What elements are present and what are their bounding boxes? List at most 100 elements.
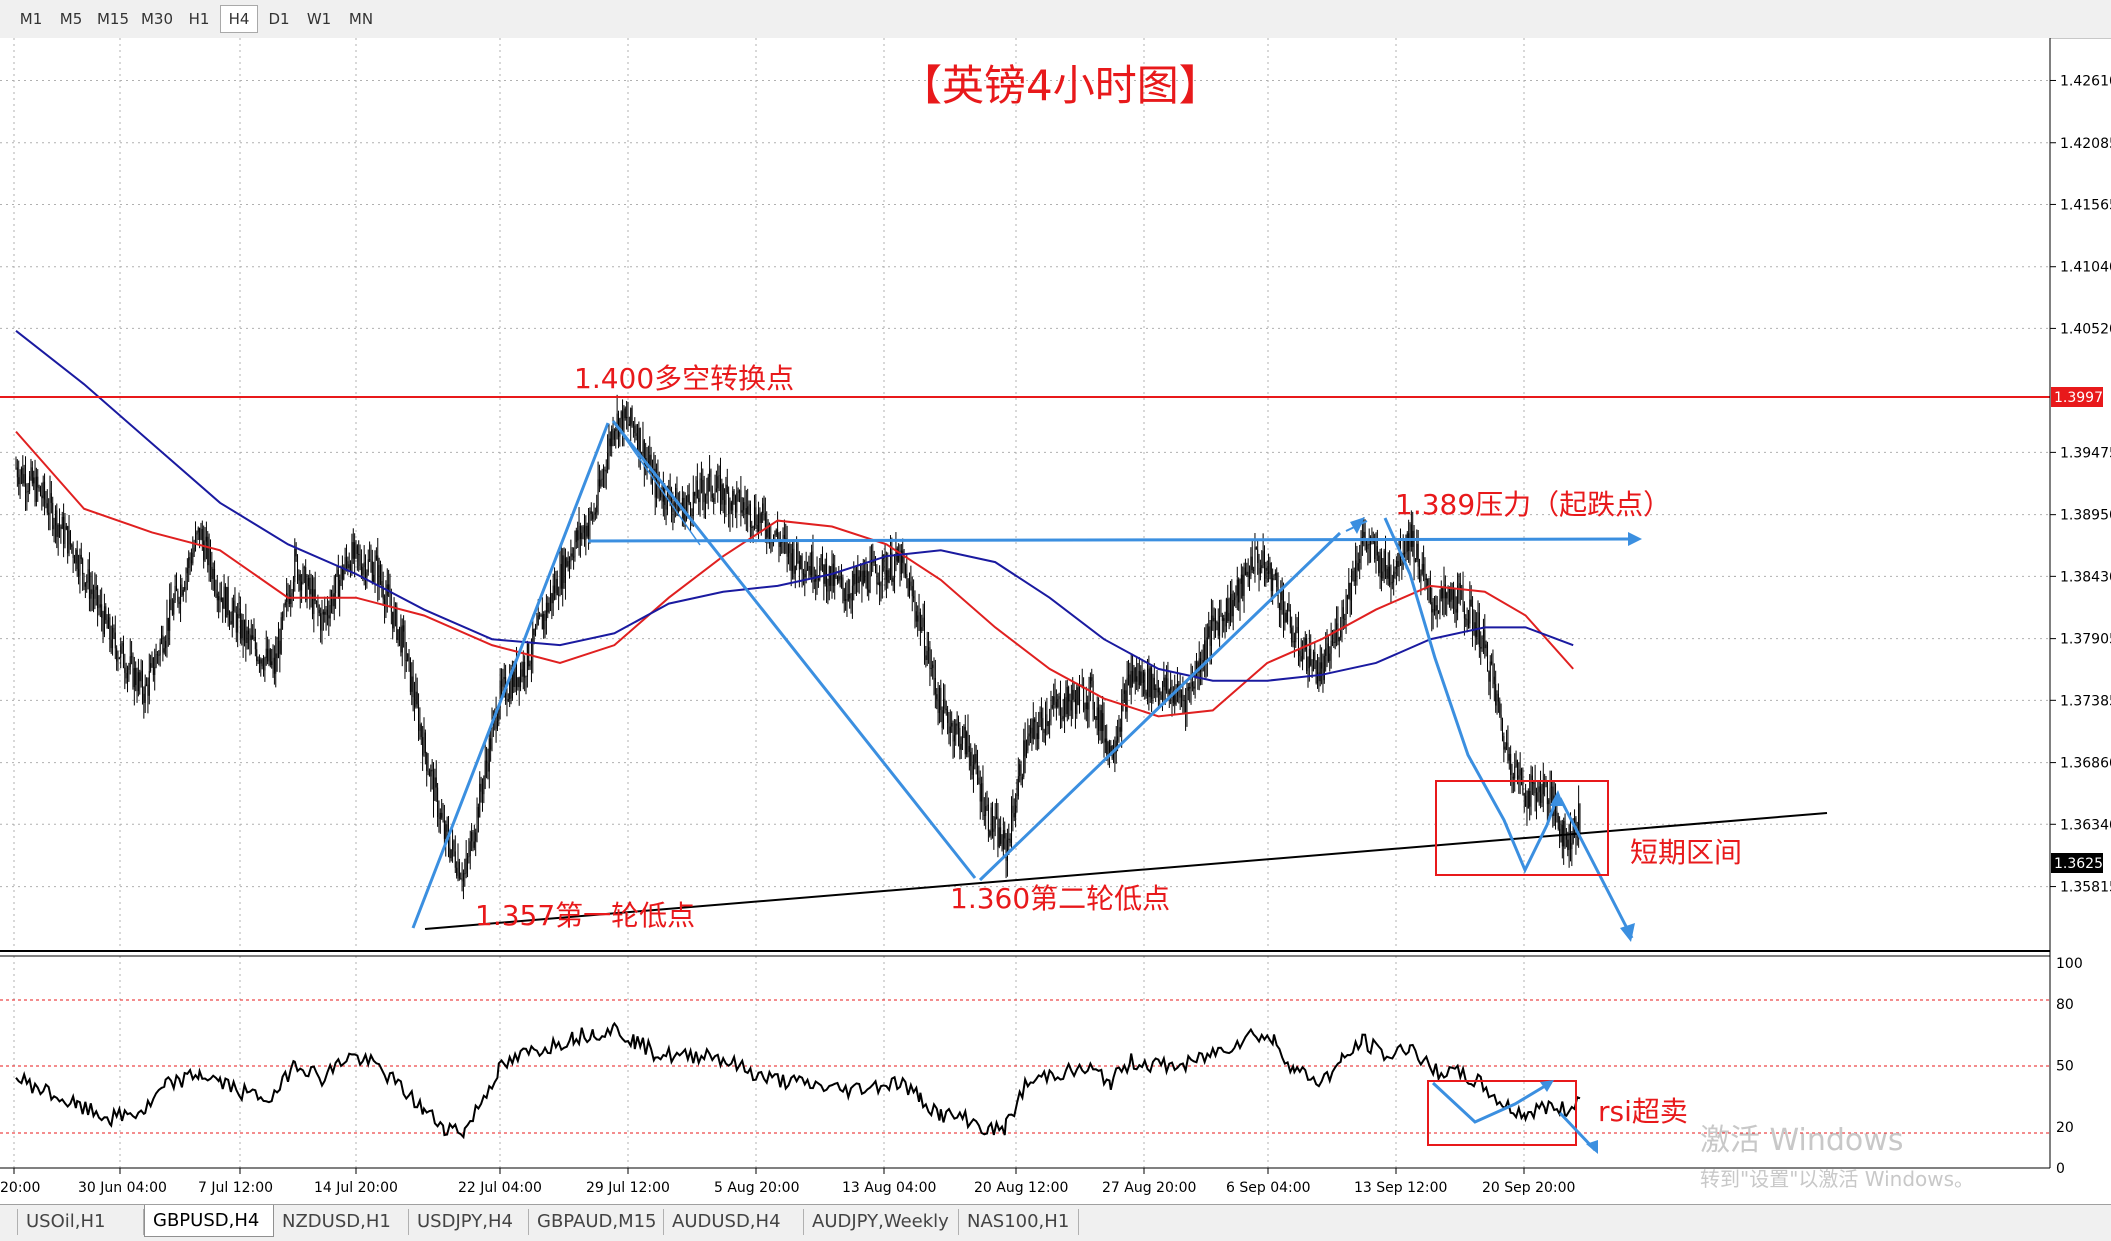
candle-body <box>866 570 868 590</box>
rsi-line <box>15 1021 1581 1140</box>
candle-body <box>774 534 776 536</box>
tab-usdjpy-h4[interactable]: USDJPY,H4 <box>409 1209 529 1235</box>
candle-body <box>851 585 853 601</box>
candle-body <box>1311 665 1313 672</box>
candle-body <box>1458 583 1460 586</box>
candle-body <box>1383 550 1385 572</box>
candle-body <box>231 611 233 625</box>
candle-body <box>876 572 878 585</box>
candle-body <box>226 587 228 618</box>
candle-body <box>393 609 395 629</box>
candle-body <box>412 676 414 698</box>
candle-body <box>1291 627 1293 643</box>
candle-body <box>747 506 749 515</box>
time-tick-label: 29 Jul 12:00 <box>586 1180 670 1196</box>
candle-body <box>843 589 845 601</box>
candle-body <box>306 586 308 601</box>
candle-body <box>1404 552 1406 554</box>
candle-body <box>335 574 337 594</box>
candle-body <box>952 722 954 742</box>
candle-body <box>643 440 645 469</box>
timeframe-mn[interactable]: MN <box>348 10 374 28</box>
candle-body <box>189 557 191 561</box>
candle-body <box>1054 696 1056 702</box>
candle-body <box>483 777 485 795</box>
tab-gbpaud-m15[interactable]: GBPAUD,M15 <box>529 1209 664 1235</box>
timeframe-h4[interactable]: H4 <box>220 5 258 33</box>
tab-nas100-h1[interactable]: NAS100,H1 <box>959 1209 1079 1235</box>
candle-body <box>375 555 377 560</box>
candle-body <box>635 433 637 436</box>
candle-body <box>1134 667 1136 682</box>
price-tick-label: 1.36860 <box>2060 756 2111 772</box>
candle-body <box>437 787 439 818</box>
candle-body <box>1375 546 1377 559</box>
candle-body <box>830 566 832 586</box>
candle-body <box>1493 676 1495 685</box>
candle-body <box>1518 775 1520 779</box>
candle-body <box>700 478 702 480</box>
candle-body <box>1168 690 1170 695</box>
timeframe-m5[interactable]: M5 <box>59 10 83 28</box>
candle-body <box>1297 626 1299 652</box>
timeframe-m15[interactable]: M15 <box>96 10 130 28</box>
candle-body <box>1360 543 1362 559</box>
candle-body <box>1126 677 1128 712</box>
candle-body <box>832 563 834 586</box>
candle-body <box>1563 821 1565 847</box>
tab-nzdusd-h1[interactable]: NZDUSD,H1 <box>274 1209 409 1235</box>
candle-body <box>1508 753 1510 761</box>
candle-body <box>1496 693 1498 706</box>
pivot-price-tag <box>2051 387 2103 407</box>
tab-usoil-h1[interactable]: USOil,H1 <box>18 1209 144 1235</box>
candle-body <box>45 499 47 504</box>
candle-body <box>1443 584 1445 599</box>
candle-body <box>449 847 451 859</box>
candle-body <box>800 556 802 570</box>
candle-body <box>590 511 592 514</box>
tab-audusd-h4[interactable]: AUDUSD,H4 <box>664 1209 804 1235</box>
timeframe-h1[interactable]: H1 <box>188 10 210 28</box>
tab-stub[interactable] <box>0 1209 18 1235</box>
candle-body <box>1121 703 1123 732</box>
candle-body <box>613 431 615 440</box>
candle-body <box>242 619 244 641</box>
tab-audjpy-weekly[interactable]: AUDJPY,Weekly <box>804 1209 959 1235</box>
candle-body <box>131 656 133 658</box>
candle-body <box>824 564 826 584</box>
candle-body <box>567 561 569 567</box>
candle-body <box>295 548 297 557</box>
candle-body <box>317 601 319 610</box>
candle-body <box>1365 540 1367 550</box>
candle-body <box>155 654 157 668</box>
candle-body <box>1262 551 1264 566</box>
candle-body <box>1472 606 1474 630</box>
candle-body <box>371 561 373 582</box>
tab-gbpusd-h4[interactable]: GBPUSD,H4 <box>144 1205 274 1237</box>
candle-body <box>1325 648 1327 656</box>
candle-body <box>94 589 96 599</box>
candle-body <box>1088 683 1090 710</box>
candle-body <box>25 474 27 493</box>
candle-body <box>968 746 970 752</box>
candle-body <box>819 565 821 581</box>
candle-body <box>200 528 202 540</box>
candle-body <box>955 723 957 736</box>
timeframe-d1[interactable]: D1 <box>268 10 290 28</box>
candle-body <box>1000 827 1002 844</box>
candle-body <box>1283 600 1285 623</box>
candle-body <box>513 671 515 687</box>
price-chart[interactable]: 【英镑4小时图】 1.400多空转换点 1.389压力（起跌点） 1.357第一… <box>0 38 2111 1204</box>
chart-area[interactable] <box>0 38 2050 950</box>
timeframe-m1[interactable]: M1 <box>19 10 43 28</box>
timeframe-w1[interactable]: W1 <box>306 10 332 28</box>
candle-body <box>408 653 410 658</box>
timeframe-m30[interactable]: M30 <box>140 10 174 28</box>
candle-body <box>413 697 415 707</box>
candle-body <box>630 408 632 426</box>
candle-body <box>473 841 475 848</box>
candle-body <box>1234 597 1236 601</box>
candle-body <box>1310 648 1312 666</box>
time-tick-label: 20 Sep 20:00 <box>1482 1180 1575 1196</box>
candle-body <box>665 504 667 510</box>
